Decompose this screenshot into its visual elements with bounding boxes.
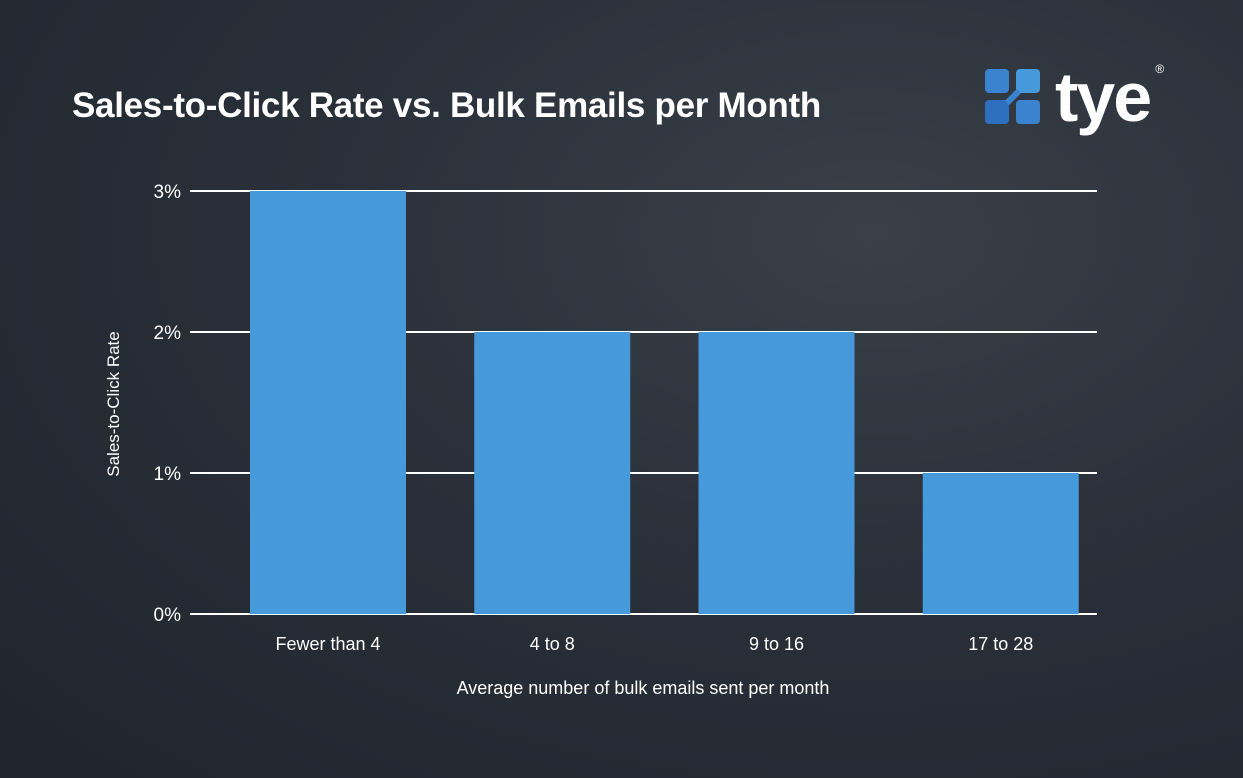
bar: [922, 473, 1079, 614]
bar: [698, 332, 855, 614]
four-squares-logo-icon: [985, 69, 1040, 124]
y-tick-label: 2%: [154, 323, 182, 344]
tye-logo: tye ®: [985, 58, 1164, 136]
x-tick-label: 9 to 16: [749, 634, 804, 654]
x-tick-label: Fewer than 4: [275, 634, 380, 654]
y-axis-label: Sales-to-Click Rate: [104, 331, 123, 477]
y-tick-label: 0%: [154, 605, 182, 626]
logo-text: tye: [1055, 58, 1152, 136]
x-tick-label: 17 to 28: [968, 634, 1033, 654]
registered-mark: ®: [1155, 62, 1165, 76]
y-tick-label: 3%: [154, 182, 182, 203]
x-axis-label: Average number of bulk emails sent per m…: [456, 678, 830, 698]
bar: [474, 332, 631, 614]
y-tick-label: 1%: [154, 464, 182, 485]
chart-title: Sales-to-Click Rate vs. Bulk Emails per …: [72, 86, 821, 125]
x-tick-label: 4 to 8: [530, 634, 575, 654]
bar: [250, 191, 406, 614]
